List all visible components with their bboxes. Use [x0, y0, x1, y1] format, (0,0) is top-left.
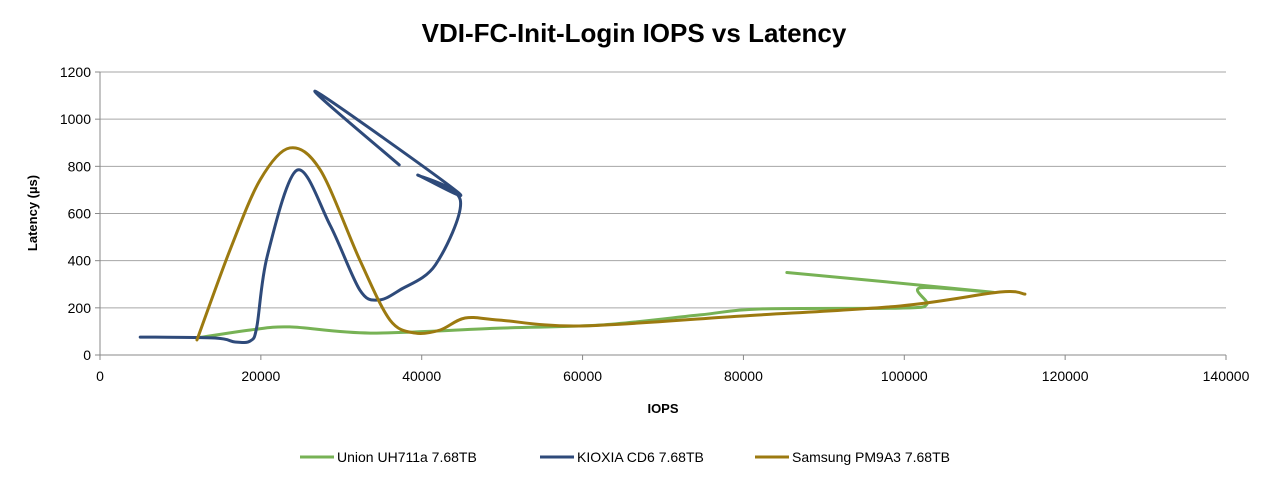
- x-tick-label: 140000: [1203, 368, 1250, 384]
- x-tick-label: 40000: [402, 368, 441, 384]
- x-tick-label: 120000: [1042, 368, 1089, 384]
- y-tick-label: 1200: [60, 64, 91, 80]
- legend-label: KIOXIA CD6 7.68TB: [577, 449, 704, 465]
- y-tick-label: 600: [68, 206, 92, 222]
- legend-label: Union UH711a 7.68TB: [337, 449, 477, 465]
- x-axis-label: IOPS: [647, 401, 678, 416]
- y-tick-label: 800: [68, 158, 92, 174]
- x-tick-label: 20000: [241, 368, 280, 384]
- y-tick-label: 400: [68, 253, 92, 269]
- chart-title: VDI-FC-Init-Login IOPS vs Latency: [422, 18, 847, 48]
- x-tick-label: 0: [96, 368, 104, 384]
- y-tick-label: 0: [83, 347, 91, 363]
- y-axis-label: Latency (µs): [25, 175, 40, 251]
- series-line-2: [195, 146, 1027, 342]
- x-tick-label: 80000: [724, 368, 763, 384]
- x-tick-label: 100000: [881, 368, 928, 384]
- y-tick-label: 200: [68, 300, 92, 316]
- series-line-1: [138, 89, 463, 345]
- legend-label: Samsung PM9A3 7.68TB: [792, 449, 950, 465]
- y-tick-label: 1000: [60, 111, 91, 127]
- x-tick-label: 60000: [563, 368, 602, 384]
- series-line-0: [195, 270, 996, 340]
